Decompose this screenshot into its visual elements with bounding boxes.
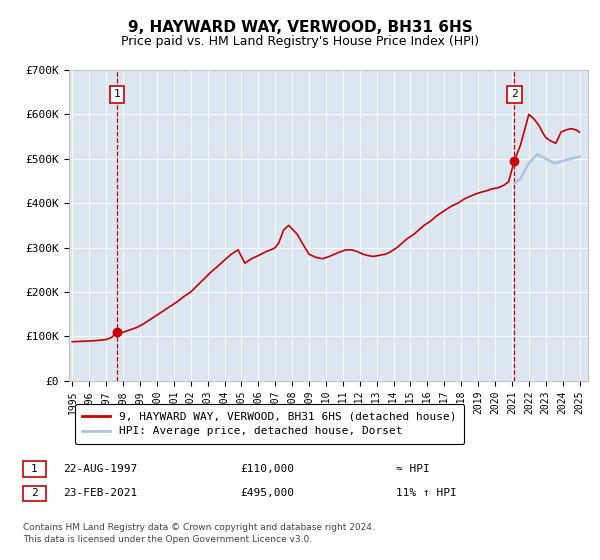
Text: 22-AUG-1997: 22-AUG-1997: [63, 464, 137, 474]
Text: £495,000: £495,000: [240, 488, 294, 498]
Text: 1: 1: [113, 90, 121, 100]
Text: 2: 2: [511, 90, 518, 100]
Text: ≈ HPI: ≈ HPI: [396, 464, 430, 474]
Text: £110,000: £110,000: [240, 464, 294, 474]
Text: Contains HM Land Registry data © Crown copyright and database right 2024.
This d: Contains HM Land Registry data © Crown c…: [23, 522, 374, 544]
Text: Price paid vs. HM Land Registry's House Price Index (HPI): Price paid vs. HM Land Registry's House …: [121, 35, 479, 48]
Text: 11% ↑ HPI: 11% ↑ HPI: [396, 488, 457, 498]
Text: 1: 1: [31, 464, 38, 474]
Text: 2: 2: [31, 488, 38, 498]
Text: 23-FEB-2021: 23-FEB-2021: [63, 488, 137, 498]
Text: 9, HAYWARD WAY, VERWOOD, BH31 6HS: 9, HAYWARD WAY, VERWOOD, BH31 6HS: [128, 20, 472, 35]
Legend: 9, HAYWARD WAY, VERWOOD, BH31 6HS (detached house), HPI: Average price, detached: 9, HAYWARD WAY, VERWOOD, BH31 6HS (detac…: [74, 404, 464, 444]
